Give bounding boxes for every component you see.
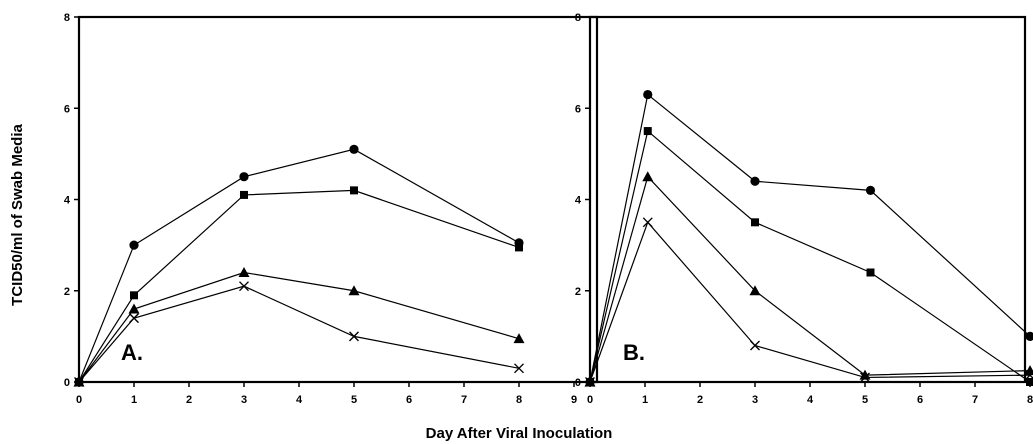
panel-b-square-point <box>866 268 875 277</box>
panel-b-cross-point <box>642 217 653 228</box>
panel-a-cross-point <box>349 331 359 342</box>
panel-a-x-tick-label: 1 <box>131 394 137 406</box>
panel-a-circle-point <box>349 144 359 154</box>
panel-a-panel-letter: A. <box>121 340 143 365</box>
panel-b-series-triangle-line <box>589 175 1031 383</box>
panel-b-y-tick-label: 0 <box>575 377 581 389</box>
panel-b-y-tick-label: 8 <box>575 12 581 24</box>
panel-a-triangle-point <box>128 303 140 314</box>
panel-b-x-tick-label: 6 <box>917 394 923 406</box>
panel-a-x-tick-label: 6 <box>406 394 412 406</box>
panel-a-x-tick-label: 5 <box>351 394 357 406</box>
panel-b-x-tick-label: 0 <box>587 394 593 406</box>
panel-b-cross-point <box>860 372 870 383</box>
panel-a-x-tick-label: 8 <box>516 394 522 406</box>
panel-b-series-square-line <box>589 129 1031 383</box>
panel-b-x-tick-label: 8 <box>1027 394 1033 406</box>
panel-a-x-tick-label: 9 <box>571 394 577 406</box>
panel-a-square-point <box>130 291 138 300</box>
panel-b-square-point <box>751 218 759 227</box>
panel-a-triangle-point <box>513 333 525 344</box>
panel-a-series-cross-line <box>78 285 520 383</box>
panel-a-series-circle-line <box>78 148 520 383</box>
panel-a-square-point <box>240 190 248 199</box>
panel-b-x-tick-label: 3 <box>752 394 758 406</box>
x-axis-title: Day After Viral Inoculation <box>426 425 613 442</box>
panel-b-square-point <box>643 127 652 136</box>
panel-b-y-tick-label: 2 <box>575 286 581 298</box>
panel-b-circle-point <box>643 89 653 100</box>
panel-a-plot-frame <box>77 15 599 384</box>
panel-b-x-tick-label: 4 <box>807 394 814 406</box>
panel-b-y-tick-label: 4 <box>575 195 582 207</box>
panel-a-series-square-line <box>78 189 520 383</box>
panel-b-x-tick-label: 5 <box>862 394 868 406</box>
panel-b-triangle-point <box>642 171 654 182</box>
panel-b-cross-point <box>585 377 595 387</box>
panel-b-cross-point <box>1025 370 1033 381</box>
panel-a-y-tick-label: 6 <box>64 103 70 115</box>
panel-a-x-tick-label: 0 <box>76 394 82 406</box>
panel-b-y-tick-label: 6 <box>575 103 581 115</box>
panel-a-triangle-point <box>238 267 250 277</box>
panel-a-y-tick-label: 0 <box>64 377 70 389</box>
panel-a-x-tick-label: 3 <box>241 394 247 406</box>
panel-a-cross-point <box>74 377 84 387</box>
panel-a-triangle-point <box>348 285 360 296</box>
panel-a-x-tick-label: 2 <box>186 394 192 406</box>
panel-a-cross-point <box>514 363 524 374</box>
panel-b-x-tick-label: 7 <box>972 394 978 406</box>
panel-a-circle-point <box>239 172 249 182</box>
panel-b-plot-frame <box>588 15 1027 384</box>
panel-a-circle-point <box>129 240 139 250</box>
panel-b-x-tick-label: 2 <box>697 394 703 406</box>
panel-a-square-point <box>350 186 358 195</box>
panel-b-cross-point <box>750 340 760 351</box>
panel-b-circle-point <box>865 185 876 195</box>
panel-b-circle-point <box>1025 331 1033 341</box>
panel-a-cross-point <box>239 281 249 292</box>
panel-a-cross-point <box>129 313 139 324</box>
panel-b-triangle-point <box>749 285 761 296</box>
panel-b-chart: 012345678902468B. <box>575 12 1033 406</box>
panel-a-y-tick-label: 8 <box>64 12 70 24</box>
panel-a-y-tick-label: 4 <box>64 195 71 207</box>
panel-b-square-point <box>1026 378 1033 386</box>
panel-b-circle-point <box>750 176 760 186</box>
panel-a-y-tick-label: 2 <box>64 286 70 298</box>
panel-a-series-triangle-line <box>78 271 520 383</box>
panel-a-square-point <box>515 243 523 252</box>
panel-b-x-tick-label: 1 <box>642 394 648 406</box>
panel-b-panel-letter: B. <box>623 340 645 365</box>
panel-a-x-tick-label: 7 <box>461 394 467 406</box>
y-axis-title: TCID50/ml of Swab Media <box>9 123 26 305</box>
panel-a-x-tick-label: 4 <box>296 394 303 406</box>
